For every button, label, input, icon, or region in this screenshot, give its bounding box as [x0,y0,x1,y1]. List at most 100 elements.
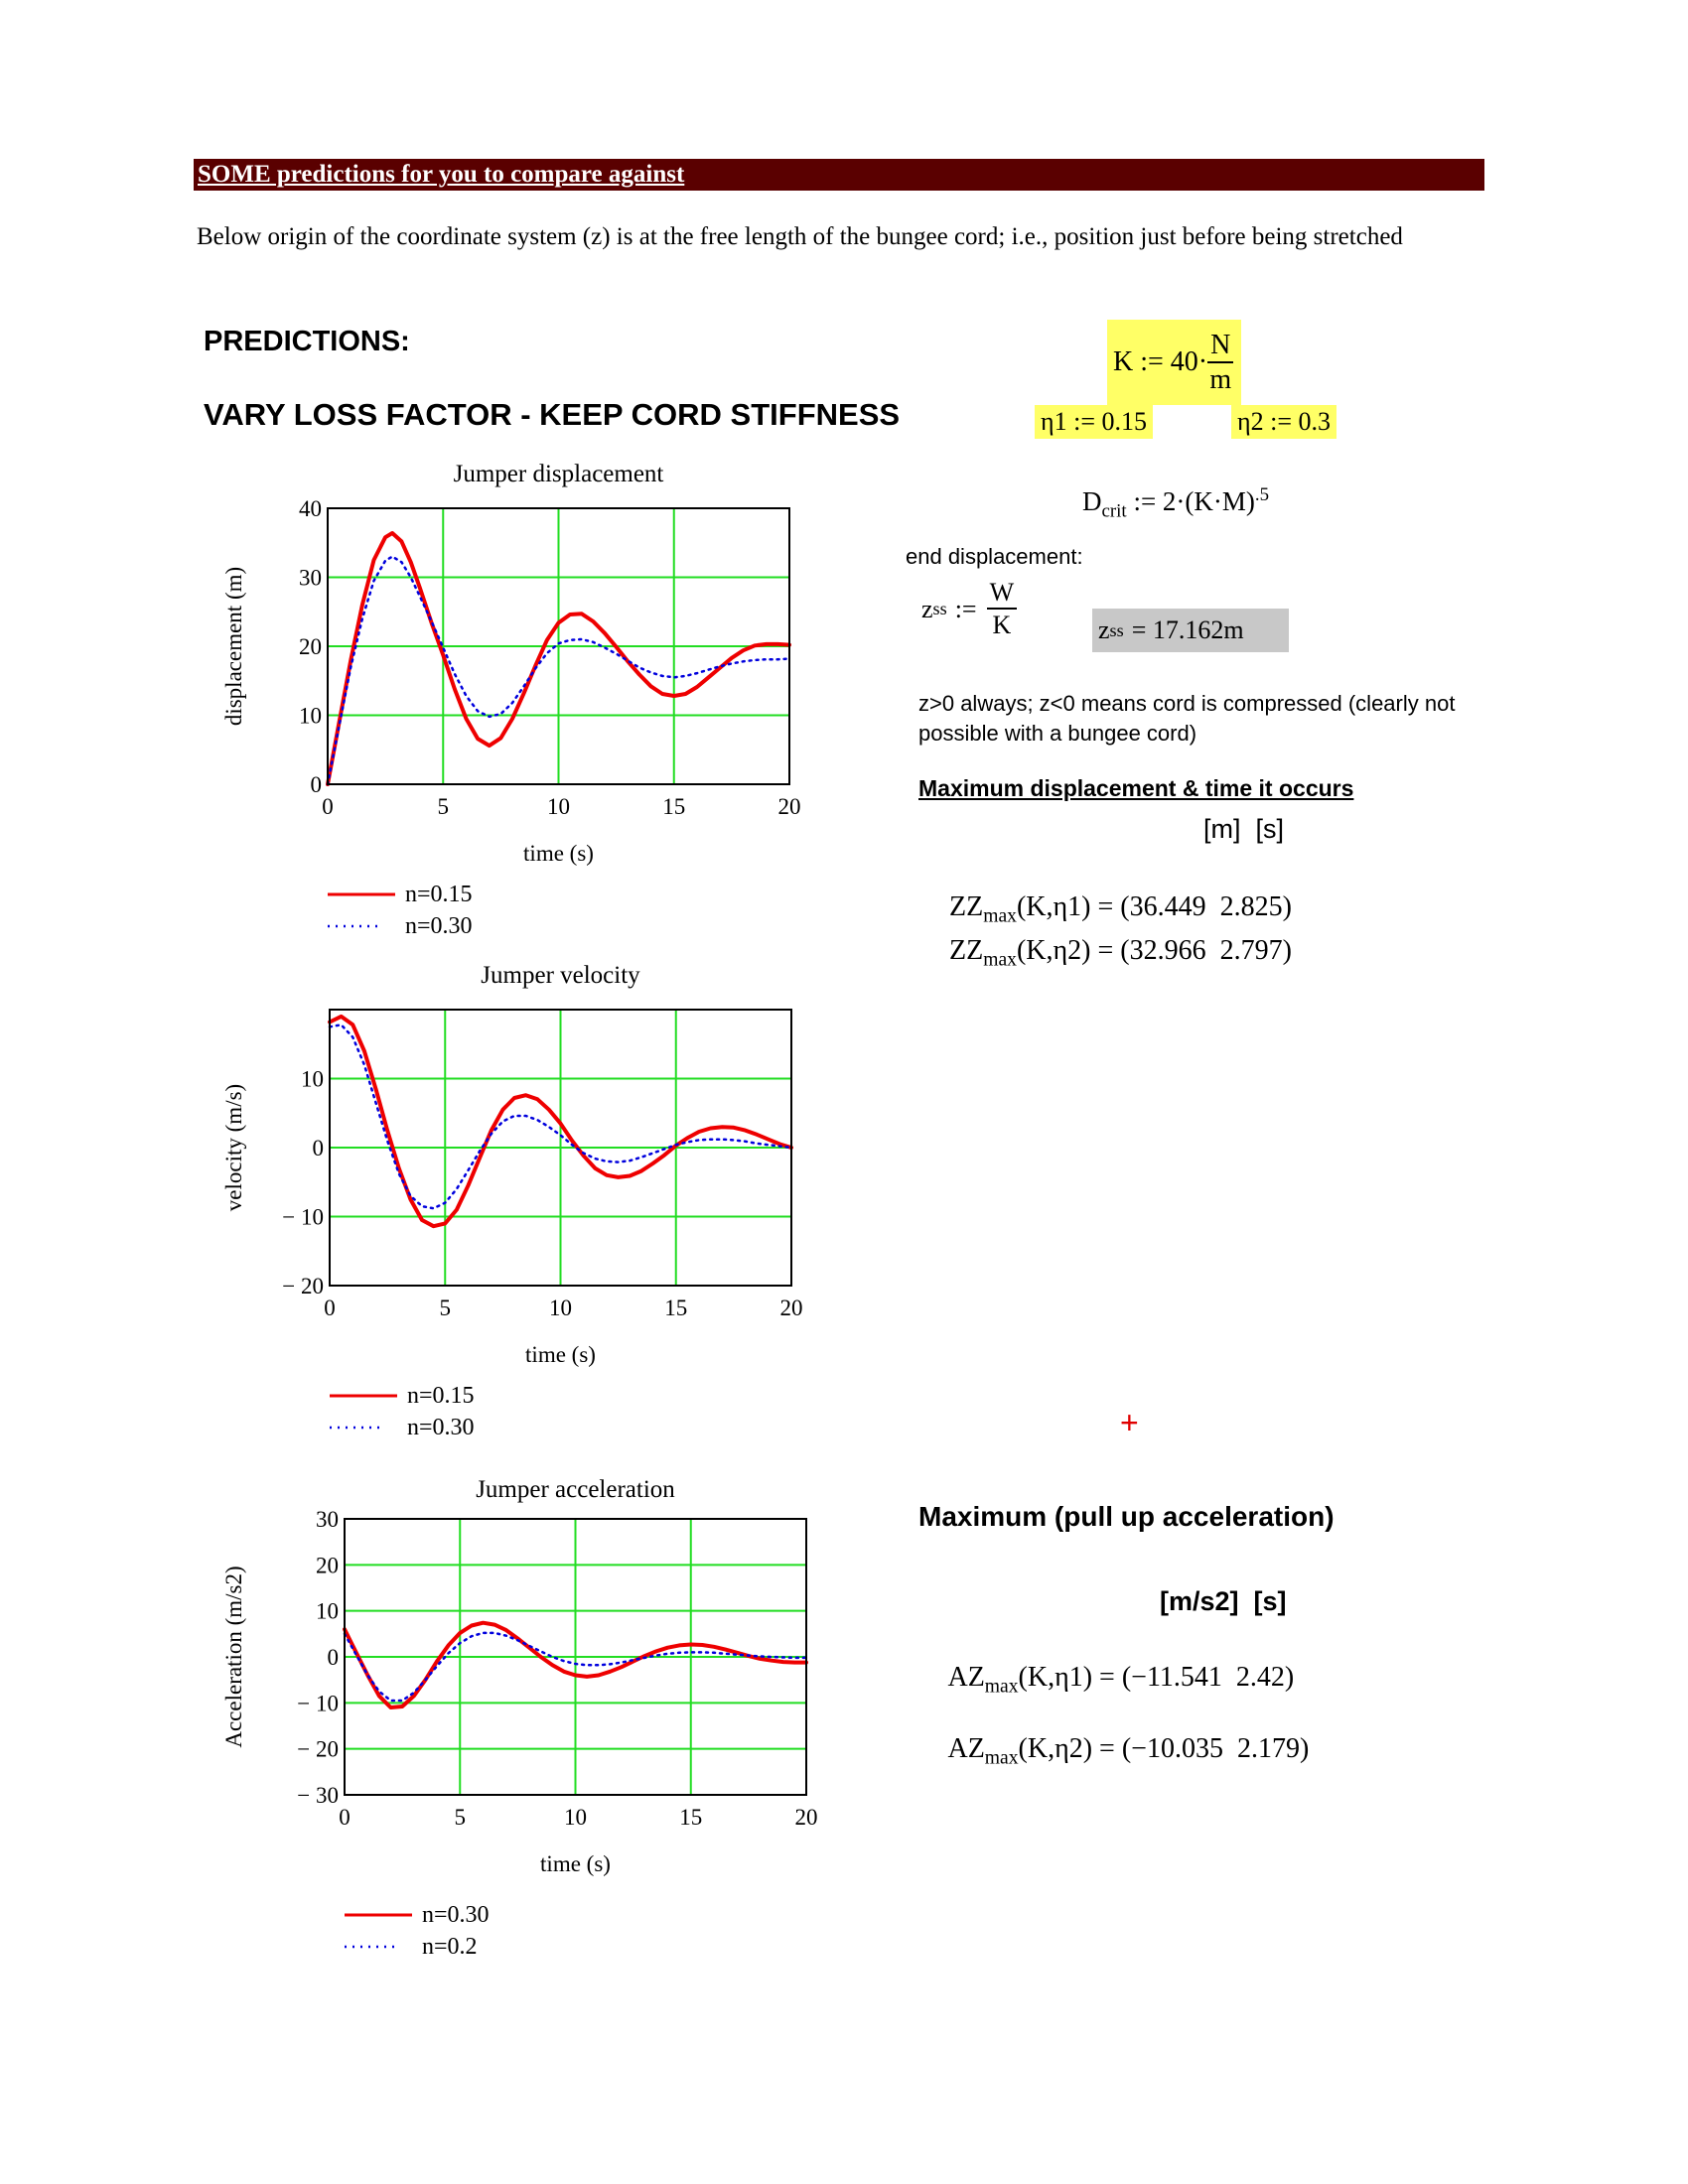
y-tick-label: 40 [299,496,322,521]
x-tick-label: 20 [795,1805,818,1830]
displacement-legend: n=0.15 n=0.30 [328,879,473,942]
chart-title: Jumper acceleration [476,1476,675,1503]
az-max-1-lhs: AZ [947,1662,985,1693]
series-line-dotted [343,1631,808,1703]
legend-label: n=0.2 [422,1933,478,1960]
dotted-line-swatch [330,1426,381,1430]
dcrit-rhs: := 2·(K·M) [1133,486,1255,516]
x-axis-label: time (s) [525,1342,596,1367]
plus-marker: + [1120,1405,1139,1440]
plot-frame [329,1009,792,1287]
zss-sub: ss [932,599,947,618]
x-axis-label: time (s) [523,841,594,866]
legend-item: n=0.15 [328,879,473,910]
x-tick-label: 20 [778,794,801,819]
vary-heading: VARY LOSS FACTOR - KEEP CORD STIFFNESS [204,397,901,432]
eta1-definition: η1 := 0.15 [1035,405,1153,439]
zz-max-2-sub: max [983,949,1017,971]
az-max-row-1: AZmax(K,η1) = (−11.541 2.42) [935,1630,1294,1699]
y-axis-label: displacement (m) [221,567,246,726]
zz-max-1-sub: max [983,905,1017,927]
zz-max-2-lhs: ZZ [949,935,984,966]
intro-text: Below origin of the coordinate system (z… [197,223,1403,250]
y-tick-label: 30 [299,566,322,591]
x-tick-label: 0 [324,1296,336,1320]
az-max-row-2: AZmax(K,η2) = (−10.035 2.179) [935,1702,1309,1770]
banner-title: SOME predictions for you to compare agai… [198,161,685,188]
x-tick-label: 20 [780,1296,803,1320]
k-lhs: K := 40· [1113,346,1208,377]
x-tick-label: 10 [547,794,570,819]
series-line-dotted [326,555,791,786]
y-tick-label: 20 [299,634,322,659]
acceleration-chart: Jumper acceleration Acceleration (m/s2) ti… [221,1476,818,1876]
y-tick-label: − 10 [282,1205,324,1230]
legend-item: n=0.2 [345,1931,490,1963]
y-tick-label: 10 [299,704,322,729]
zss-result: z ss = 17.162m [1092,609,1289,652]
zss-result-sub: ss [1109,619,1124,640]
zz-max-1-args: (K,η1) [1016,891,1091,922]
plot-frame [327,507,790,785]
velocity-chart: Jumper velocity velocity (m/s) time (s) 0 5 1… [221,962,803,1367]
x-tick-label: 5 [455,1805,467,1830]
max-displacement-units: [m] [s] [1203,814,1284,844]
y-tick-label: 10 [316,1599,339,1624]
y-tick-label: − 20 [297,1737,339,1762]
chart-title: Jumper velocity [481,962,640,989]
dotted-line-swatch [328,924,379,928]
velocity-legend: n=0.15 n=0.30 [330,1380,475,1443]
az-max-1-value: = (−11.541 2.42) [1099,1662,1295,1693]
predictions-heading: PREDICTIONS: [204,326,410,357]
zss-assign: := [954,594,977,623]
y-tick-label: 30 [316,1507,339,1532]
y-tick-label: − 30 [297,1783,339,1808]
legend-label: n=0.30 [422,1901,490,1928]
y-tick-label: 0 [328,1645,340,1670]
acceleration-legend: n=0.30 n=0.2 [345,1899,490,1963]
section-banner: SOME predictions for you to compare agai… [194,159,1484,191]
y-tick-label: − 20 [282,1274,324,1298]
zss-den: K [992,611,1012,639]
max-acceleration-units: [m/s2] [s] [1160,1586,1287,1616]
zz-max-row-1: ZZmax(K,η1) = (36.449 2.825) [935,860,1292,928]
x-tick-label: 5 [440,1296,452,1320]
legend-label: n=0.30 [407,1414,475,1440]
series-line-dotted [328,1024,793,1210]
solid-line-swatch [345,1913,412,1917]
x-tick-label: 10 [564,1805,587,1830]
zz-max-2-value: = (32.966 2.797) [1097,935,1292,966]
legend-item: n=0.30 [330,1412,475,1443]
solid-line-swatch [330,1394,397,1398]
displacement-chart: Jumper displacement displacement (m) time … [221,461,801,866]
end-displacement-label: end displacement: [906,544,1083,569]
zss-lhs: z [921,594,933,623]
chart-title: Jumper displacement [454,461,664,487]
x-tick-label: 15 [664,1296,687,1320]
zz-max-2-args: (K,η2) [1016,935,1091,966]
x-tick-label: 5 [438,794,450,819]
zz-max-row-2: ZZmax(K,η2) = (32.966 2.797) [935,903,1292,972]
az-max-2-args: (K,η2) [1018,1733,1093,1764]
az-max-2-lhs: AZ [947,1733,985,1764]
y-tick-label: 10 [301,1067,324,1092]
az-max-1-sub: max [984,1676,1019,1698]
legend-label: n=0.15 [405,881,473,907]
legend-item: n=0.30 [328,910,473,942]
x-axis-label: time (s) [540,1851,611,1876]
zss-num: W [986,580,1018,610]
legend-item: n=0.30 [345,1899,490,1931]
max-displacement-heading: Maximum displacement & time it occurs [918,775,1354,801]
dcrit-sub: crit [1101,500,1127,522]
x-tick-label: 15 [679,1805,702,1830]
y-tick-label: − 10 [297,1691,339,1715]
legend-label: n=0.15 [407,1382,475,1409]
x-tick-label: 0 [339,1805,351,1830]
az-max-2-sub: max [984,1747,1019,1769]
legend-label: n=0.30 [405,912,473,939]
max-acceleration-heading: Maximum (pull up acceleration) [918,1501,1335,1532]
dcrit-lhs: D [1082,486,1102,516]
y-tick-label: 20 [316,1553,339,1577]
y-tick-label: 0 [313,1136,325,1160]
